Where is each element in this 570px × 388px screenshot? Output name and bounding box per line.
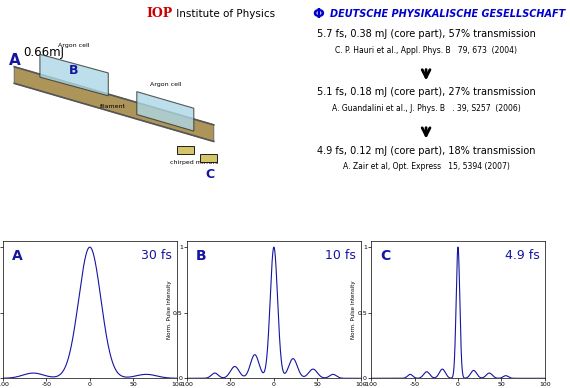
Text: Argon cell: Argon cell (149, 83, 181, 87)
Text: C: C (380, 249, 390, 263)
Text: Φ: Φ (312, 7, 324, 21)
Text: IOP: IOP (147, 7, 173, 21)
Text: filament: filament (100, 104, 126, 109)
Text: C: C (205, 168, 214, 181)
Polygon shape (200, 154, 217, 162)
Text: 5.1 fs, 0.18 mJ (core part), 27% transmission: 5.1 fs, 0.18 mJ (core part), 27% transmi… (317, 87, 535, 97)
Text: B: B (68, 64, 78, 77)
Text: A. Zair et al, Opt. Express   15, 5394 (2007): A. Zair et al, Opt. Express 15, 5394 (20… (343, 162, 510, 171)
Text: 4.9 fs, 0.12 mJ (core part), 18% transmission: 4.9 fs, 0.12 mJ (core part), 18% transmi… (317, 146, 535, 156)
Text: A: A (11, 249, 22, 263)
Polygon shape (14, 67, 214, 142)
Text: chirped mirrors: chirped mirrors (170, 160, 218, 165)
Polygon shape (177, 146, 194, 154)
Text: 0.66mJ: 0.66mJ (23, 46, 64, 59)
Text: A: A (9, 53, 21, 68)
Text: 10 fs: 10 fs (325, 249, 356, 262)
Y-axis label: Norm. Pulse Intensity: Norm. Pulse Intensity (166, 280, 172, 339)
Text: A. Guandalini et al., J. Phys. B   . 39, S257  (2006): A. Guandalini et al., J. Phys. B . 39, S… (332, 104, 520, 113)
Text: Argon cell: Argon cell (58, 43, 90, 48)
Text: B: B (196, 249, 206, 263)
Text: 4.9 fs: 4.9 fs (505, 249, 540, 262)
Y-axis label: Norm. Pulse Intensity: Norm. Pulse Intensity (351, 280, 356, 339)
Text: 5.7 fs, 0.38 mJ (core part), 57% transmission: 5.7 fs, 0.38 mJ (core part), 57% transmi… (317, 29, 535, 39)
Text: Institute of Physics: Institute of Physics (173, 9, 282, 19)
Text: C. P. Hauri et al., Appl. Phys. B   79, 673  (2004): C. P. Hauri et al., Appl. Phys. B 79, 67… (335, 46, 517, 55)
Text: 30 fs: 30 fs (141, 249, 172, 262)
Text: DEUTSCHE PHYSIKALISCHE GESELLSCHAFT: DEUTSCHE PHYSIKALISCHE GESELLSCHAFT (330, 9, 565, 19)
Polygon shape (40, 54, 108, 96)
Polygon shape (137, 92, 194, 131)
